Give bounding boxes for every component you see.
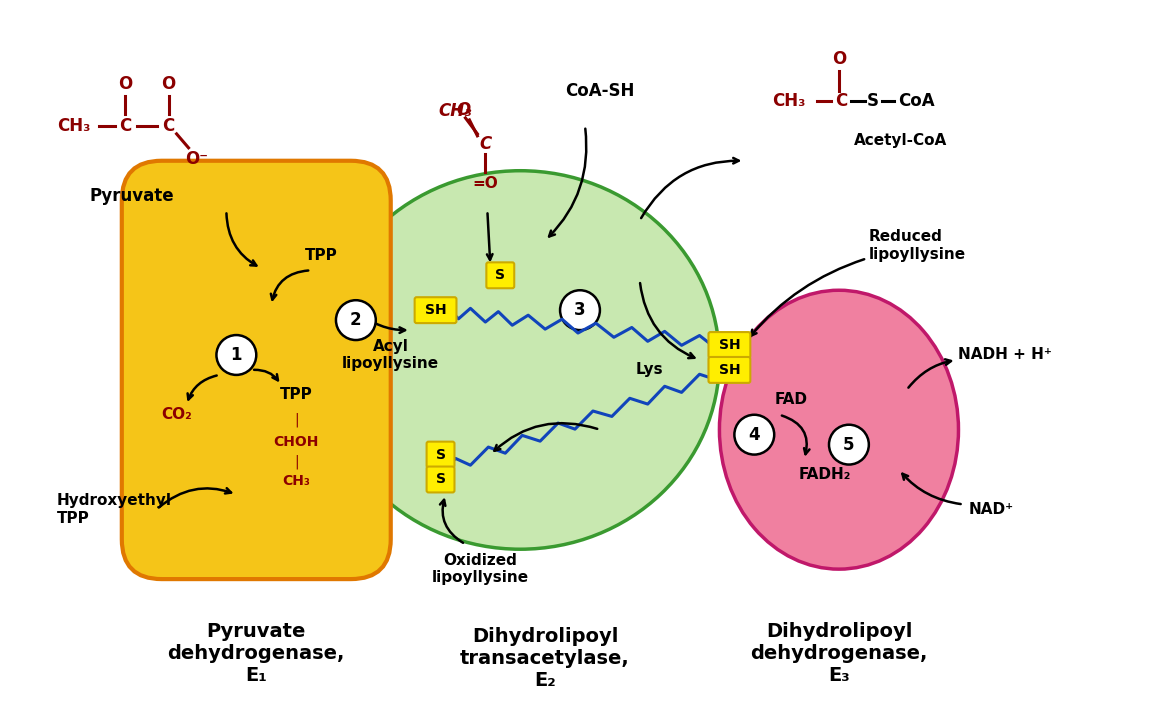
Ellipse shape (321, 171, 720, 549)
Circle shape (217, 335, 256, 375)
Text: CoA-SH: CoA-SH (566, 82, 635, 100)
Text: CH₃: CH₃ (282, 475, 310, 489)
Text: S: S (435, 472, 446, 486)
FancyBboxPatch shape (415, 297, 456, 323)
FancyBboxPatch shape (486, 262, 514, 288)
Text: CH₃: CH₃ (58, 117, 91, 135)
Circle shape (336, 300, 376, 340)
Text: Dihydrolipoyl
transacetylase,
E₂: Dihydrolipoyl transacetylase, E₂ (461, 627, 630, 690)
Text: TPP: TPP (304, 248, 338, 263)
Text: Hydroxyethyl
TPP: Hydroxyethyl TPP (58, 494, 172, 526)
Circle shape (560, 290, 600, 330)
Text: |: | (294, 413, 298, 427)
Text: CoA: CoA (899, 92, 935, 110)
Text: C: C (162, 117, 175, 135)
FancyBboxPatch shape (708, 332, 750, 358)
Text: Dihydrolipoyl
dehydrogenase,
E₃: Dihydrolipoyl dehydrogenase, E₃ (750, 622, 927, 685)
Text: CO₂: CO₂ (161, 407, 192, 423)
Text: |: | (294, 454, 298, 469)
Text: Acetyl-CoA: Acetyl-CoA (854, 134, 947, 148)
Text: C: C (479, 135, 492, 153)
Text: S: S (866, 92, 879, 110)
Text: SH: SH (719, 338, 741, 352)
Text: S: S (435, 448, 446, 462)
Text: CHOH: CHOH (273, 434, 319, 449)
Text: 4: 4 (749, 426, 760, 444)
Text: 1: 1 (230, 346, 242, 364)
Text: Lys: Lys (636, 363, 664, 378)
Text: O⁻: O⁻ (185, 150, 209, 168)
Text: Pyruvate: Pyruvate (90, 186, 174, 205)
Text: S: S (495, 269, 506, 283)
Ellipse shape (720, 290, 958, 569)
Text: Acyl
lipoyllysine: Acyl lipoyllysine (342, 339, 439, 371)
Text: O: O (161, 75, 176, 93)
FancyBboxPatch shape (426, 467, 455, 492)
Text: Pyruvate
dehydrogenase,
E₁: Pyruvate dehydrogenase, E₁ (167, 622, 344, 685)
Circle shape (829, 425, 869, 465)
Text: SH: SH (425, 303, 446, 317)
Text: =O: =O (472, 176, 498, 191)
Text: O: O (456, 101, 470, 119)
Text: Reduced
lipoyllysine: Reduced lipoyllysine (869, 229, 967, 262)
Text: O: O (832, 50, 846, 68)
Text: NADH + H⁺: NADH + H⁺ (958, 347, 1053, 363)
Text: O: O (118, 75, 132, 93)
Text: SH: SH (719, 363, 741, 377)
Text: NAD⁺: NAD⁺ (969, 502, 1014, 517)
Text: C: C (119, 117, 131, 135)
Text: CH₃: CH₃ (773, 92, 806, 110)
Text: C: C (835, 92, 847, 110)
Text: 5: 5 (843, 436, 855, 453)
Text: 2: 2 (350, 311, 362, 329)
Text: TPP: TPP (280, 387, 312, 402)
Text: FADH₂: FADH₂ (799, 467, 851, 482)
FancyBboxPatch shape (122, 161, 391, 579)
FancyBboxPatch shape (426, 441, 455, 467)
Circle shape (734, 415, 774, 455)
FancyBboxPatch shape (708, 357, 750, 383)
Text: CH₃: CH₃ (439, 102, 472, 120)
Text: Oxidized
lipoyllysine: Oxidized lipoyllysine (432, 553, 529, 586)
Text: FAD: FAD (774, 392, 808, 407)
Text: 3: 3 (574, 301, 586, 319)
